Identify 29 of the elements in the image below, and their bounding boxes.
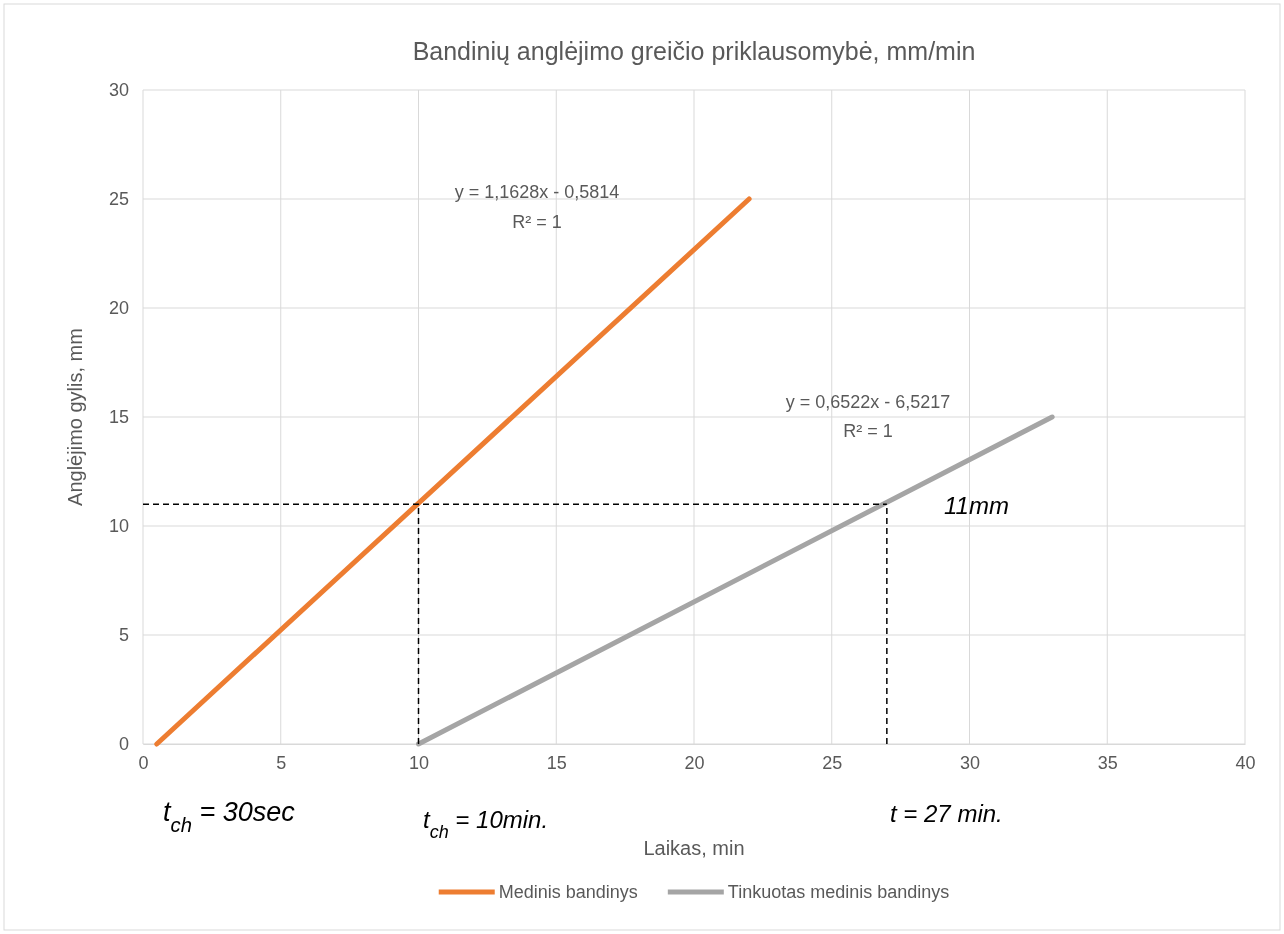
x-tick-label: 30 [959,752,981,773]
x-tick-label: 25 [822,752,843,773]
y-tick-label: 20 [108,298,129,319]
y-tick-label: 0 [118,734,129,755]
text: t = 27 min. [890,800,1003,827]
x-tick-label: 15 [546,752,567,773]
y-tick-label: 15 [108,407,129,428]
x-axis-title: Laikas, min [643,837,745,859]
y-tick-label: 5 [118,625,129,646]
annotation: y = 1,1628x - 0,5814 [454,182,620,202]
annotation: R² = 1 [843,421,893,441]
x-tick-label: 0 [138,752,149,773]
y-axis-title: Anglėjimo gylis, mm [64,328,86,506]
legend-label: Medinis bandinys [498,882,638,902]
x-tick-label: 35 [1097,752,1118,773]
legend-label: Tinkuotas medinis bandinys [727,882,950,902]
y-tick-label: 25 [108,189,129,210]
text: t$_{ch}$ = 30sec [163,797,296,836]
x-tick-label: 5 [276,752,287,773]
y-tick-label: 30 [108,80,129,101]
x-tick-label: 10 [408,752,430,773]
text: t$_{ch}$ = 10min. [423,806,549,842]
y-tick-label: 10 [108,516,129,537]
annotation: R² = 1 [512,212,562,232]
x-tick-label: 20 [684,752,705,773]
x-tick-label: 40 [1235,752,1256,773]
annotation: y = 0,6522x - 6,5217 [785,392,951,412]
annotation: 11mm [944,492,1009,519]
chart-title: Bandinių anglėjimo greičio priklausomybė, mm/min [412,37,976,65]
